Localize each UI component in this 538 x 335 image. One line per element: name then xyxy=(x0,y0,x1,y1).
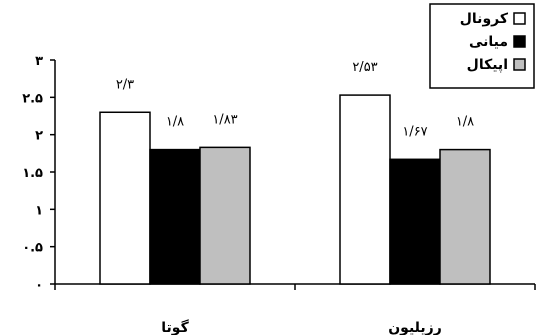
category-label: گوتا xyxy=(161,319,189,335)
bar xyxy=(99,111,151,285)
data-labels: ۲/۳ ۱/۸ ۱/۸۳ ۲/۵۳ ۱/۶۷ ۱/۸ xyxy=(116,60,474,139)
y-axis-ticks: ۰ ۰.۵ ۱ ۱.۵ ۲ ۲.۵ ۳ xyxy=(22,54,536,293)
y-tick-label: ۰.۵ xyxy=(22,241,43,256)
bar-value-label: ۱/۸ xyxy=(166,115,184,130)
legend-label: کرونال xyxy=(460,11,509,27)
y-tick-label: ۱.۵ xyxy=(22,166,43,181)
bar-value-label: ۱/۸ xyxy=(456,115,474,130)
y-tick-label: ۰ xyxy=(35,278,43,293)
y-tick-label: ۳ xyxy=(35,54,43,69)
bar-value-label: ۱/۶۷ xyxy=(402,124,427,139)
y-tick-label: ۲ xyxy=(35,129,43,144)
legend-swatch xyxy=(513,35,526,48)
bar-value-label: ۲/۵۳ xyxy=(352,60,377,75)
bar-series xyxy=(99,94,491,285)
y-tick-label: ۲.۵ xyxy=(22,91,43,106)
category-label: رزیلیون xyxy=(388,320,442,335)
legend: کرونال میانی اپیکال xyxy=(429,3,535,89)
bar-value-label: ۲/۳ xyxy=(116,77,134,92)
bar xyxy=(439,148,491,285)
legend-label: میانی xyxy=(469,34,508,50)
legend-label: اپیکال xyxy=(467,57,508,73)
legend-swatch xyxy=(513,58,526,71)
bar xyxy=(199,146,251,285)
y-tick-label: ۱ xyxy=(35,203,43,218)
bar xyxy=(149,148,201,285)
bar xyxy=(389,158,441,285)
category-labels: گوتا رزیلیون xyxy=(161,319,441,335)
bar xyxy=(339,94,391,285)
bar-value-label: ۱/۸۳ xyxy=(212,112,237,127)
legend-swatch xyxy=(513,12,526,25)
